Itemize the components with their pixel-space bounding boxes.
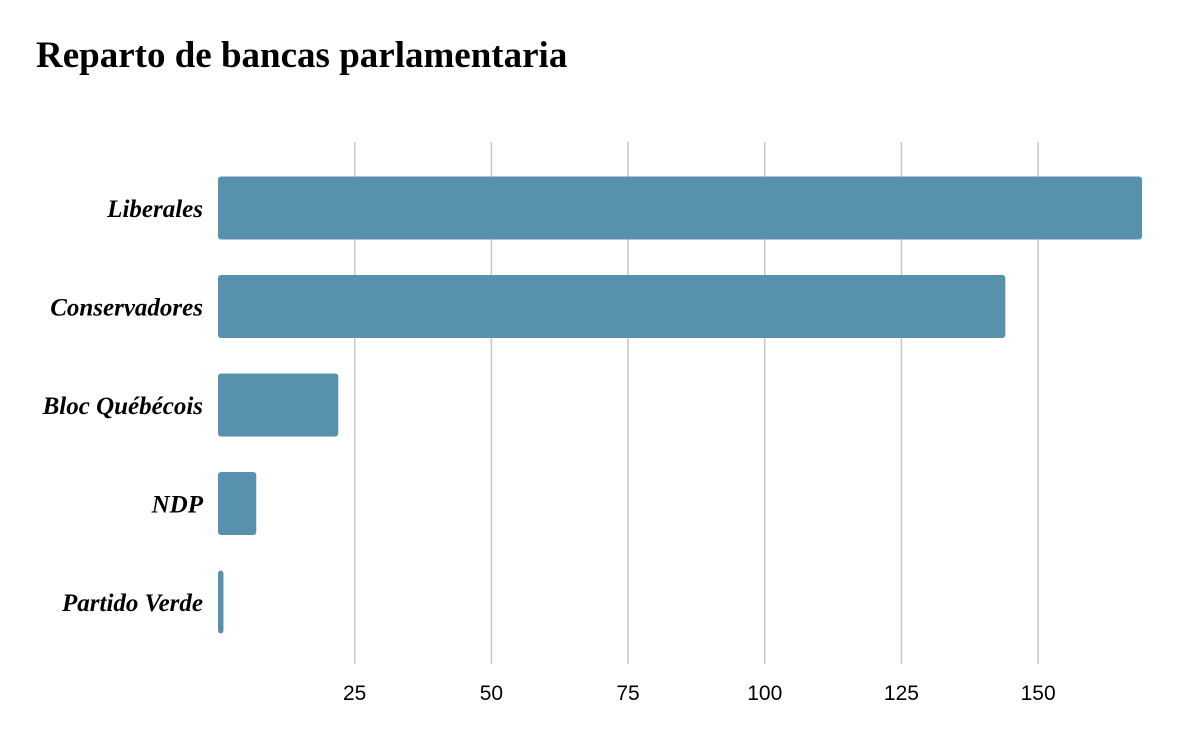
x-tick-labels: 25 50 75 100 125 150 (343, 682, 1056, 705)
bar-bloc-qu-b-cois (218, 373, 339, 437)
category-labels: Liberales Conservadores Bloc Québécois NDP P… (42, 196, 204, 617)
category-label: Bloc Québécois (42, 393, 203, 420)
x-tick-label: 50 (480, 682, 503, 705)
x-tick-label: 75 (616, 682, 639, 705)
bar-liberales (218, 176, 1142, 240)
category-label: Partido Verde (61, 590, 203, 617)
x-tick-label: 150 (1021, 682, 1056, 705)
chart-title: Reparto de bancas parlamentaria (36, 35, 568, 76)
x-tick-label: 25 (343, 682, 366, 705)
x-tick-label: 100 (747, 682, 782, 705)
category-label: Liberales (106, 196, 203, 223)
bar-partido-verde (218, 570, 224, 634)
x-tick-label: 125 (884, 682, 919, 705)
category-label: Conservadores (50, 295, 203, 322)
bar-conservadores (218, 275, 1006, 338)
category-label: NDP (151, 492, 204, 519)
bars (218, 176, 1142, 634)
bar-ndp (218, 472, 257, 535)
